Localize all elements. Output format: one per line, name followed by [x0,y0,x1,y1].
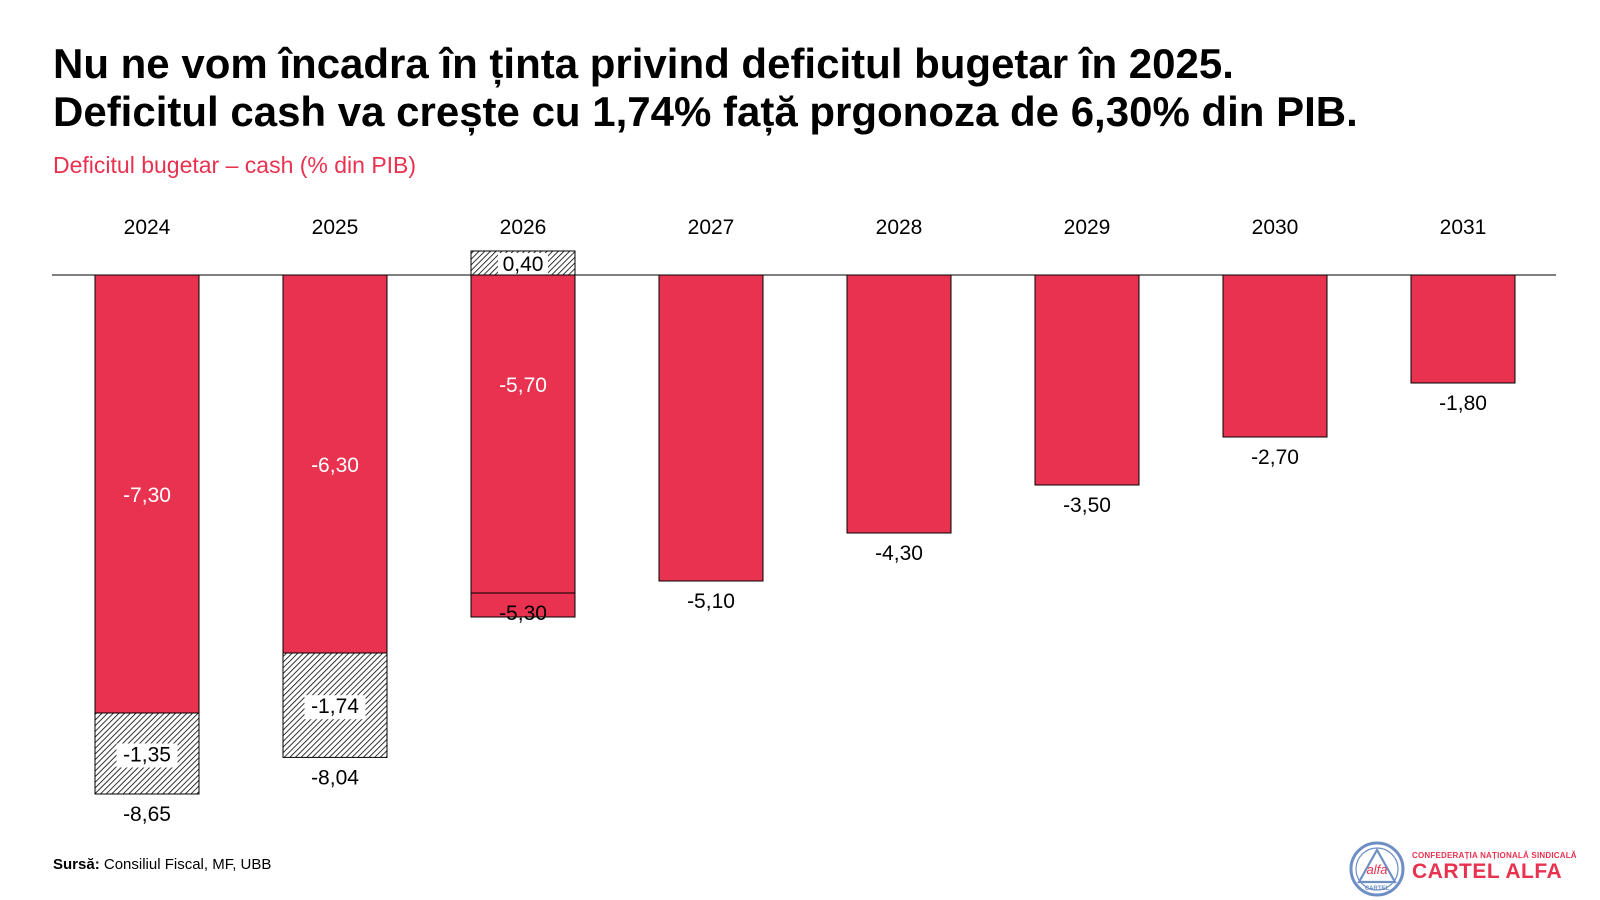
data-label-2031: -1,80 [1439,392,1487,415]
adjust-label-2025-bg [304,695,366,720]
data-label-2030: -2,70 [1251,446,1299,469]
title-line-2: Deficitul cash va crește cu 1,74% față p… [53,88,1358,135]
data-label-2028: -4,30 [875,542,923,565]
total-label-2025: -8,04 [311,766,359,789]
total-label-2024: -8,65 [123,803,171,826]
adjust-label-2024: -1,35 [123,744,171,767]
bar-2028 [846,274,952,534]
data-label-2026: -5,70 [499,374,547,397]
title-line-1: Nu ne vom încadra în ținta privind defic… [53,40,1234,87]
source-text: Consiliul Fiscal, MF, UBB [99,856,272,873]
x-tick-label-2029: 2029 [1064,216,1111,239]
logo-big-text: CARTEL ALFA [1412,860,1563,883]
total-label-2026: -5,30 [499,602,547,625]
adjust-label-2025: -1,74 [311,695,359,718]
x-tick-label-2030: 2030 [1252,216,1299,239]
chart-subtitle: Deficitul bugetar – cash (% din PIB) [53,152,417,178]
bar-2029 [1034,274,1140,486]
net-bar-2026 [470,274,576,594]
x-tick-label-2028: 2028 [876,216,923,239]
bar-2027 [658,274,764,582]
chart-title: Nu ne vom încadra în ținta privind defic… [53,40,1358,136]
x-tick-label-2025: 2025 [312,216,359,239]
adjust-label-2026: 0,40 [503,253,544,276]
data-label-2029: -3,50 [1063,494,1111,517]
x-tick-label-2024: 2024 [124,216,171,239]
x-tick-label-2027: 2027 [688,216,735,239]
data-label-2024: -7,30 [123,484,171,507]
x-tick-label-2031: 2031 [1440,216,1487,239]
data-label-2025: -6,30 [311,454,359,477]
x-tick-label-2026: 2026 [500,216,547,239]
logo-ring-text: alfa [1367,862,1388,877]
source-note: Sursă: Consiliul Fiscal, MF, UBB [53,856,271,873]
bar-2030 [1222,274,1328,438]
cartel-alfa-logo-icon: alfa CARTEL [1349,841,1405,897]
source-label: Sursă: [53,856,100,873]
bar-2024 [94,274,200,714]
logo-wordmark: CONFEDERAȚIA NAȚIONALĂ SINDICALĂ CARTEL … [1412,851,1577,884]
logo-ring-bottom-text: CARTEL [1365,886,1390,892]
data-label-2027: -5,10 [687,590,735,613]
logo-small-text: CONFEDERAȚIA NAȚIONALĂ SINDICALĂ [1412,851,1577,860]
adjust-label-2026-bg [498,253,548,277]
adjust-label-2024-bg [116,743,178,768]
bar-2031 [1410,274,1516,384]
